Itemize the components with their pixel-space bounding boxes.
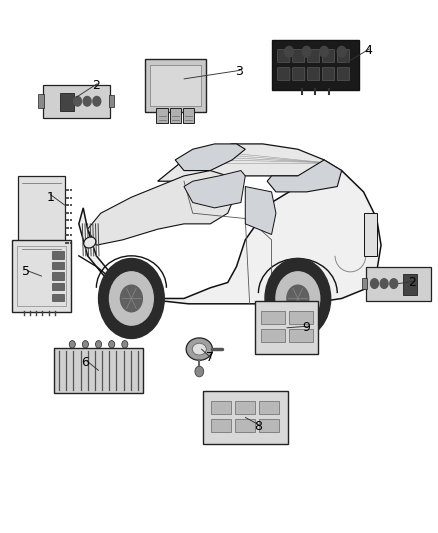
FancyBboxPatch shape: [307, 50, 320, 62]
FancyBboxPatch shape: [211, 419, 231, 432]
FancyBboxPatch shape: [109, 95, 114, 107]
Circle shape: [195, 366, 204, 377]
Text: 4: 4: [364, 44, 372, 57]
FancyBboxPatch shape: [43, 85, 110, 118]
Text: 3: 3: [235, 66, 243, 78]
FancyBboxPatch shape: [52, 294, 64, 301]
Polygon shape: [175, 144, 245, 171]
Polygon shape: [245, 187, 276, 235]
FancyBboxPatch shape: [307, 68, 320, 80]
Text: 9: 9: [303, 321, 311, 334]
Ellipse shape: [186, 338, 212, 360]
FancyBboxPatch shape: [337, 50, 350, 62]
Text: 1: 1: [46, 191, 54, 204]
FancyBboxPatch shape: [362, 278, 367, 289]
FancyBboxPatch shape: [337, 68, 350, 80]
Circle shape: [371, 279, 378, 288]
Circle shape: [93, 96, 101, 106]
FancyBboxPatch shape: [52, 272, 64, 280]
Circle shape: [83, 96, 91, 106]
FancyBboxPatch shape: [183, 109, 194, 123]
FancyBboxPatch shape: [278, 68, 290, 80]
FancyBboxPatch shape: [366, 266, 431, 301]
FancyBboxPatch shape: [235, 419, 255, 432]
Polygon shape: [79, 171, 381, 304]
FancyBboxPatch shape: [322, 68, 335, 80]
FancyBboxPatch shape: [145, 59, 206, 112]
Circle shape: [390, 279, 398, 288]
Circle shape: [265, 259, 331, 338]
Circle shape: [74, 96, 81, 106]
Circle shape: [69, 341, 75, 348]
Text: 6: 6: [81, 356, 89, 369]
Circle shape: [110, 272, 153, 325]
Polygon shape: [158, 144, 342, 181]
Circle shape: [276, 272, 320, 325]
Circle shape: [337, 46, 346, 57]
FancyBboxPatch shape: [203, 391, 288, 443]
FancyBboxPatch shape: [261, 311, 285, 324]
Polygon shape: [184, 171, 245, 208]
FancyBboxPatch shape: [38, 94, 44, 108]
Text: 7: 7: [206, 351, 214, 364]
FancyBboxPatch shape: [211, 401, 231, 414]
Circle shape: [122, 341, 128, 348]
FancyBboxPatch shape: [52, 283, 64, 290]
FancyBboxPatch shape: [403, 274, 417, 295]
FancyBboxPatch shape: [322, 50, 335, 62]
FancyBboxPatch shape: [18, 176, 65, 256]
FancyBboxPatch shape: [54, 348, 143, 393]
FancyBboxPatch shape: [259, 419, 279, 432]
FancyBboxPatch shape: [52, 262, 64, 269]
Polygon shape: [88, 171, 237, 245]
Circle shape: [320, 46, 328, 57]
Text: 8: 8: [254, 420, 262, 433]
Circle shape: [302, 46, 311, 57]
Circle shape: [82, 341, 88, 348]
Circle shape: [380, 279, 388, 288]
Circle shape: [287, 285, 309, 312]
FancyBboxPatch shape: [149, 65, 201, 106]
FancyBboxPatch shape: [235, 401, 255, 414]
FancyBboxPatch shape: [170, 109, 181, 123]
Circle shape: [99, 259, 164, 338]
Circle shape: [120, 285, 142, 312]
FancyBboxPatch shape: [259, 401, 279, 414]
FancyBboxPatch shape: [255, 302, 318, 354]
Text: 5: 5: [22, 265, 30, 278]
Bar: [364, 213, 377, 256]
FancyBboxPatch shape: [52, 251, 64, 259]
FancyBboxPatch shape: [156, 109, 168, 123]
Circle shape: [285, 46, 293, 57]
Ellipse shape: [192, 343, 206, 355]
FancyBboxPatch shape: [12, 240, 71, 312]
Circle shape: [95, 341, 102, 348]
FancyBboxPatch shape: [293, 68, 305, 80]
FancyBboxPatch shape: [261, 329, 285, 342]
FancyBboxPatch shape: [278, 50, 290, 62]
FancyBboxPatch shape: [60, 93, 74, 111]
Polygon shape: [267, 160, 342, 192]
Circle shape: [109, 341, 115, 348]
FancyBboxPatch shape: [293, 50, 305, 62]
FancyBboxPatch shape: [272, 40, 359, 90]
Ellipse shape: [84, 237, 96, 248]
FancyBboxPatch shape: [289, 329, 313, 342]
FancyBboxPatch shape: [289, 311, 313, 324]
Text: 2: 2: [408, 276, 416, 289]
Text: 2: 2: [92, 79, 100, 92]
